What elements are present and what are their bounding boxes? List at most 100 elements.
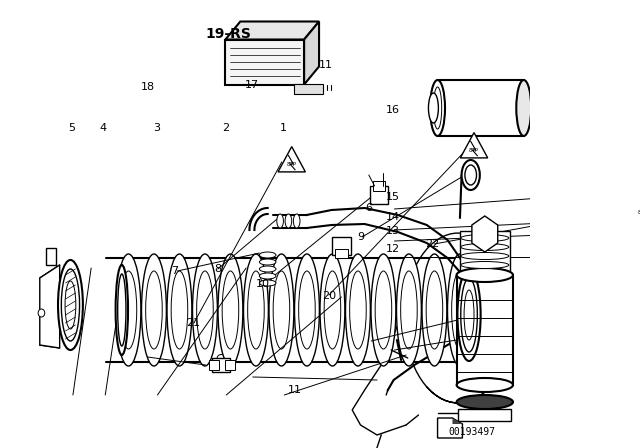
Ellipse shape bbox=[324, 271, 340, 349]
Bar bbox=[212, 358, 230, 372]
Ellipse shape bbox=[259, 252, 276, 258]
Ellipse shape bbox=[58, 260, 83, 350]
Text: 9: 9 bbox=[357, 233, 364, 242]
Ellipse shape bbox=[557, 216, 570, 224]
Polygon shape bbox=[438, 418, 463, 438]
Text: 4: 4 bbox=[100, 123, 107, 133]
Ellipse shape bbox=[397, 254, 421, 366]
Ellipse shape bbox=[259, 266, 276, 272]
Bar bbox=[372, 181, 385, 191]
Text: 11: 11 bbox=[287, 385, 301, 395]
Text: 5: 5 bbox=[68, 123, 75, 133]
Text: 3: 3 bbox=[153, 123, 160, 133]
Text: 7: 7 bbox=[172, 266, 179, 276]
Ellipse shape bbox=[401, 271, 417, 349]
Ellipse shape bbox=[422, 254, 447, 366]
Text: 22: 22 bbox=[425, 239, 440, 249]
Ellipse shape bbox=[222, 271, 239, 349]
Ellipse shape bbox=[116, 254, 141, 366]
Polygon shape bbox=[304, 22, 319, 85]
Ellipse shape bbox=[433, 87, 442, 129]
Bar bbox=[335, 249, 348, 258]
Ellipse shape bbox=[65, 281, 76, 329]
Ellipse shape bbox=[38, 309, 45, 317]
Ellipse shape bbox=[516, 80, 531, 136]
Bar bbox=[225, 360, 236, 370]
Bar bbox=[458, 409, 511, 421]
Ellipse shape bbox=[461, 234, 509, 241]
Ellipse shape bbox=[456, 378, 513, 392]
Ellipse shape bbox=[452, 271, 468, 349]
Ellipse shape bbox=[259, 280, 276, 286]
Ellipse shape bbox=[273, 271, 290, 349]
Polygon shape bbox=[45, 248, 56, 265]
Text: 21: 21 bbox=[186, 318, 201, 327]
Polygon shape bbox=[278, 146, 305, 172]
Ellipse shape bbox=[346, 254, 371, 366]
Ellipse shape bbox=[461, 262, 509, 268]
Ellipse shape bbox=[259, 273, 276, 279]
Ellipse shape bbox=[458, 269, 481, 361]
Text: 12: 12 bbox=[385, 244, 399, 254]
Ellipse shape bbox=[243, 254, 268, 366]
Text: 13: 13 bbox=[385, 226, 399, 236]
Text: 2: 2 bbox=[222, 123, 229, 133]
Bar bbox=[456, 275, 513, 385]
Ellipse shape bbox=[461, 244, 509, 250]
Bar bbox=[460, 231, 509, 273]
Text: 17: 17 bbox=[245, 80, 259, 90]
Ellipse shape bbox=[456, 268, 513, 282]
Ellipse shape bbox=[461, 278, 477, 352]
Text: 16: 16 bbox=[385, 105, 399, 115]
Text: 20: 20 bbox=[322, 291, 336, 301]
Text: 14: 14 bbox=[385, 212, 399, 222]
Ellipse shape bbox=[118, 274, 126, 346]
Text: 00193497: 00193497 bbox=[449, 427, 496, 437]
Ellipse shape bbox=[276, 214, 284, 228]
Text: 19-RS: 19-RS bbox=[205, 26, 251, 41]
Ellipse shape bbox=[167, 254, 192, 366]
Ellipse shape bbox=[456, 395, 513, 409]
Ellipse shape bbox=[299, 271, 316, 349]
Ellipse shape bbox=[141, 254, 166, 366]
Text: 8: 8 bbox=[214, 264, 221, 274]
Bar bbox=[294, 83, 323, 94]
Text: 15: 15 bbox=[385, 192, 399, 202]
Ellipse shape bbox=[465, 165, 477, 185]
Text: 11: 11 bbox=[319, 60, 333, 70]
Bar bbox=[370, 186, 388, 204]
Ellipse shape bbox=[320, 254, 345, 366]
Ellipse shape bbox=[556, 241, 571, 249]
Polygon shape bbox=[452, 418, 463, 424]
Text: 1: 1 bbox=[280, 123, 287, 133]
Polygon shape bbox=[628, 194, 640, 220]
Text: 10: 10 bbox=[255, 280, 269, 289]
Ellipse shape bbox=[556, 261, 571, 269]
Text: 6: 6 bbox=[365, 203, 372, 213]
Ellipse shape bbox=[375, 271, 392, 349]
Ellipse shape bbox=[293, 214, 300, 228]
Bar bbox=[556, 245, 571, 265]
Ellipse shape bbox=[259, 259, 276, 265]
Ellipse shape bbox=[426, 271, 443, 349]
Polygon shape bbox=[40, 265, 60, 348]
Polygon shape bbox=[472, 216, 498, 252]
Ellipse shape bbox=[428, 93, 438, 123]
Ellipse shape bbox=[196, 271, 213, 349]
Text: 18: 18 bbox=[140, 82, 154, 92]
Ellipse shape bbox=[120, 271, 137, 349]
Ellipse shape bbox=[218, 254, 243, 366]
Ellipse shape bbox=[146, 271, 162, 349]
Ellipse shape bbox=[464, 290, 474, 340]
Bar bbox=[332, 237, 351, 255]
Ellipse shape bbox=[461, 253, 509, 259]
Ellipse shape bbox=[217, 354, 225, 362]
Ellipse shape bbox=[556, 227, 571, 237]
Ellipse shape bbox=[294, 254, 319, 366]
Polygon shape bbox=[225, 22, 319, 39]
Ellipse shape bbox=[61, 269, 79, 341]
Text: 8TP: 8TP bbox=[287, 162, 297, 167]
Text: 8TP: 8TP bbox=[637, 210, 640, 215]
Ellipse shape bbox=[447, 254, 472, 366]
Polygon shape bbox=[460, 133, 488, 158]
